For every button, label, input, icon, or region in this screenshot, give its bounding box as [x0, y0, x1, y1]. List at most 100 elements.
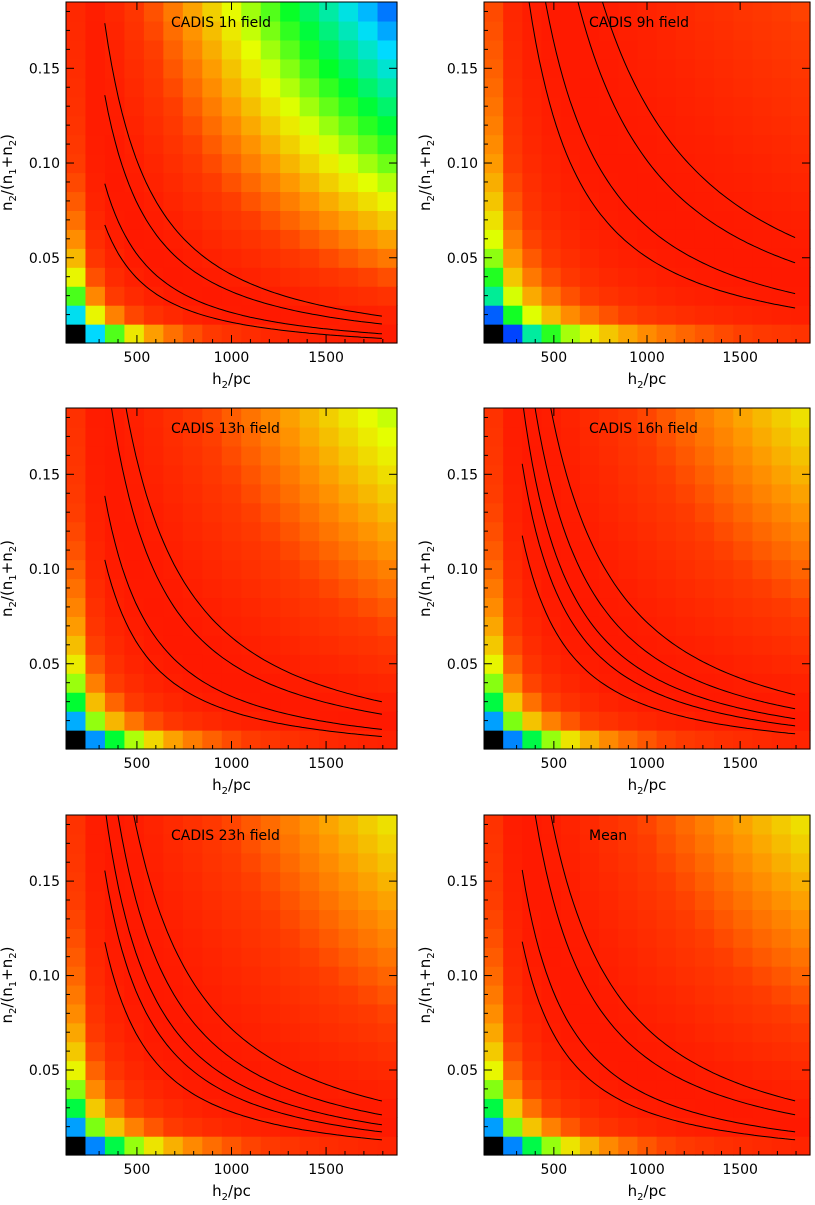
heatmap-cell: [221, 852, 242, 873]
heatmap-cell: [484, 833, 504, 854]
heatmap-cell: [221, 730, 242, 750]
heatmap-cell: [299, 692, 320, 712]
heatmap-cell: [484, 115, 504, 136]
heatmap-cell: [163, 890, 184, 911]
heatmap-cell: [694, 77, 715, 98]
heatmap-cell: [241, 1079, 262, 1099]
heatmap-cell: [377, 947, 398, 967]
heatmap-cell: [377, 852, 398, 873]
heatmap-cell: [104, 77, 126, 98]
heatmap-cell: [358, 833, 379, 854]
heatmap-cell: [790, 408, 811, 428]
heatmap-cell: [522, 1003, 543, 1024]
heatmap-cell: [752, 2, 773, 22]
heatmap-cell: [143, 96, 164, 117]
heatmap-cell: [377, 324, 398, 344]
heatmap-cell: [637, 483, 658, 504]
heatmap-cell: [560, 464, 581, 485]
heatmap-cell: [714, 20, 734, 41]
heatmap-cell: [484, 2, 504, 22]
heatmap-cell: [241, 134, 262, 155]
heatmap-cell: [637, 559, 658, 580]
heatmap-cell: [182, 502, 203, 523]
heatmap-cell: [163, 711, 184, 731]
heatmap-cell: [377, 1098, 398, 1118]
heatmap-cell: [66, 909, 87, 929]
heatmap-cell: [656, 559, 677, 580]
heatmap-cell: [221, 1079, 242, 1099]
heatmap-cell: [752, 134, 773, 155]
y-axis-label: n2/(n1+n2): [0, 134, 19, 211]
heatmap-cell: [656, 20, 677, 41]
heatmap-cell: [163, 229, 184, 249]
heatmap-cell: [752, 445, 773, 466]
heatmap-cell: [560, 1098, 581, 1118]
heatmap-cell: [484, 248, 504, 268]
heatmap-cell: [599, 540, 619, 561]
heatmap-cell: [358, 871, 379, 892]
heatmap-cell: [771, 673, 792, 693]
heatmap-cell: [143, 730, 164, 750]
heatmap-cell: [163, 172, 184, 193]
heatmap-cell: [790, 229, 811, 249]
heatmap-cell: [752, 852, 773, 873]
heatmap-cell: [579, 730, 600, 750]
heatmap-cell: [85, 286, 106, 306]
heatmap-cell: [618, 502, 639, 523]
heatmap-cell: [85, 890, 106, 911]
heatmap-cell: [163, 540, 184, 561]
heatmap-cell: [221, 1098, 242, 1118]
heatmap-cell: [484, 172, 504, 193]
heatmap-cell: [637, 2, 658, 22]
heatmap-cell: [377, 134, 398, 155]
contour-line: [110, 408, 382, 715]
heatmap-cell: [618, 852, 639, 873]
heatmap-cell: [358, 191, 379, 211]
heatmap-cell: [104, 426, 126, 447]
x-tick-label: 500: [540, 1162, 567, 1178]
heatmap-cell: [319, 286, 340, 306]
heatmap-cell: [618, 305, 639, 325]
heatmap-cell: [319, 115, 340, 136]
heatmap-cell: [752, 172, 773, 193]
heatmap-cell: [484, 39, 504, 60]
heatmap-cell: [733, 77, 754, 98]
heatmap-cell: [694, 966, 715, 986]
heatmap-cell: [675, 305, 696, 325]
heatmap-cell: [202, 521, 223, 542]
heatmap-cell: [484, 1136, 504, 1156]
heatmap-cell: [579, 1136, 600, 1156]
heatmap-cell: [484, 286, 504, 306]
heatmap-cell: [299, 502, 320, 523]
heatmap-cell: [599, 408, 619, 428]
heatmap-cell: [771, 852, 792, 873]
heatmap-cell: [163, 464, 184, 485]
heatmap-cell: [694, 616, 715, 636]
heatmap-cell: [541, 426, 562, 447]
heatmap-cell: [733, 267, 754, 287]
heatmap-cell: [260, 890, 281, 911]
heatmap-cell: [66, 521, 87, 542]
heatmap-cell: [221, 928, 242, 948]
heatmap-cell: [338, 408, 359, 428]
heatmap-cell: [319, 1060, 340, 1081]
heatmap-cell: [182, 464, 203, 485]
heatmap-cell: [85, 248, 106, 268]
heatmap-cell: [163, 134, 184, 155]
heatmap-cell: [338, 815, 359, 835]
x-axis-label: h2/pc: [212, 1182, 251, 1203]
heatmap-cell: [299, 815, 320, 835]
heatmap-cell: [560, 1022, 581, 1043]
heatmap-cell: [675, 1060, 696, 1081]
heatmap-cell: [241, 597, 262, 617]
heatmap-cell: [579, 210, 600, 230]
heatmap-cell: [377, 267, 398, 287]
heatmap-cell: [124, 815, 145, 835]
contour-lines: [104, 23, 382, 339]
heatmap-cell: [694, 58, 715, 79]
heatmap-cell: [221, 134, 242, 155]
heatmap-cell: [618, 673, 639, 693]
heatmap-cell: [637, 966, 658, 986]
heatmap-cell: [66, 711, 87, 731]
heatmap-cell: [733, 928, 754, 948]
